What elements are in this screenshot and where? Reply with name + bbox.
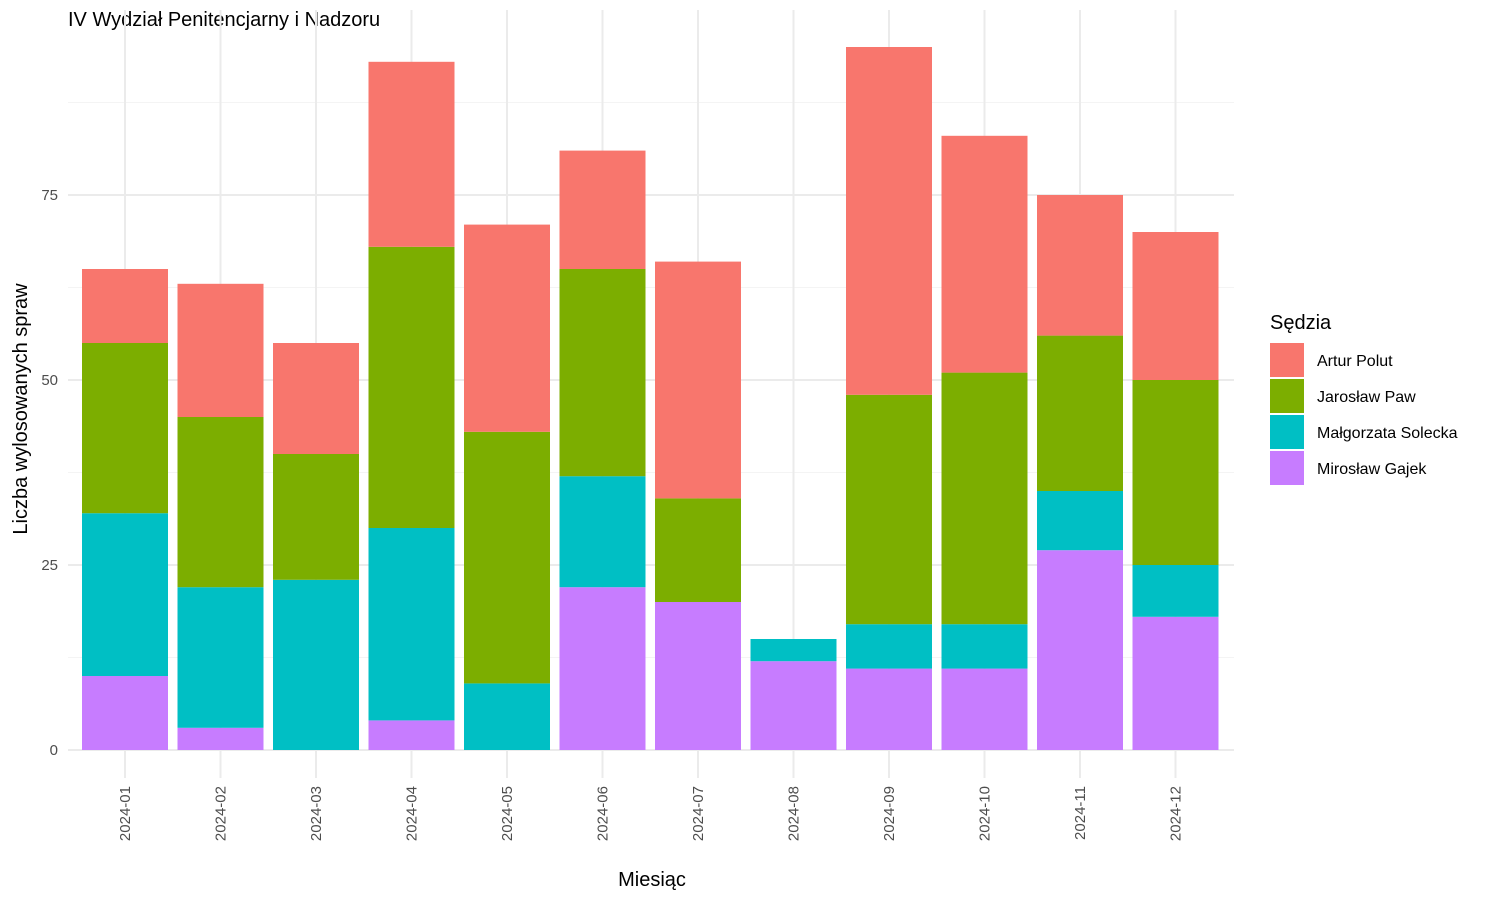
bar-segment xyxy=(82,513,168,676)
bar-segment xyxy=(1132,616,1219,750)
bar-segment xyxy=(82,676,168,750)
legend-label: Małgorzata Solecka xyxy=(1317,425,1458,442)
legend-label: Artur Polut xyxy=(1317,353,1393,370)
bar-segment xyxy=(559,269,646,477)
bar-segment xyxy=(1037,195,1123,336)
bar-segment xyxy=(464,224,550,432)
bar-segment xyxy=(82,343,168,514)
bar-segment xyxy=(655,261,741,499)
bar-segment xyxy=(273,579,359,750)
bar-segment xyxy=(941,372,1028,625)
x-tick-label: 2024-06 xyxy=(595,786,612,841)
bar-segment xyxy=(846,394,932,625)
bar-segment xyxy=(1037,550,1123,750)
bar-segment xyxy=(846,47,932,395)
bar-segment xyxy=(177,727,264,750)
legend-swatch xyxy=(1270,451,1304,485)
bar-segment xyxy=(1037,335,1123,491)
bar-segment xyxy=(368,61,455,247)
legend-swatch xyxy=(1270,415,1304,449)
bar-segment xyxy=(941,624,1028,669)
bar-segment xyxy=(1132,232,1219,380)
bar-segment xyxy=(559,587,646,750)
legend-label: Jarosław Paw xyxy=(1317,389,1416,406)
bar-segment xyxy=(464,683,550,750)
x-tick-label: 2024-08 xyxy=(786,786,803,841)
y-tick-label: 75 xyxy=(41,187,58,204)
bar-segment xyxy=(655,498,741,602)
legend-swatch xyxy=(1270,343,1304,377)
bar-segment xyxy=(941,668,1028,750)
x-tick-label: 2024-05 xyxy=(499,786,516,841)
legend-swatch xyxy=(1270,379,1304,413)
bar-segment xyxy=(1132,565,1219,617)
x-tick-label: 2024-04 xyxy=(404,786,421,841)
x-tick-label: 2024-07 xyxy=(690,786,707,841)
bar-segment xyxy=(559,476,646,588)
bar-segment xyxy=(1037,491,1123,551)
legend-title: Sędzia xyxy=(1270,312,1332,334)
x-tick-label: 2024-11 xyxy=(1072,786,1089,840)
bar-segment xyxy=(750,639,837,662)
y-axis-title: Liczba wylosowanych spraw xyxy=(10,283,32,535)
x-tick-label: 2024-09 xyxy=(881,786,898,841)
x-tick-label: 2024-01 xyxy=(117,786,134,841)
y-tick-label: 0 xyxy=(50,742,58,759)
x-tick-label: 2024-10 xyxy=(977,786,994,841)
bar-segment xyxy=(177,417,264,588)
bars xyxy=(82,47,1219,750)
bar-segment xyxy=(559,150,646,269)
y-axis-tick-labels: 0 25 50 75 xyxy=(41,187,58,759)
bar-segment xyxy=(177,283,264,417)
bar-segment xyxy=(1132,380,1219,565)
bar-segment xyxy=(273,343,359,454)
x-axis-title: Miesiąc xyxy=(618,869,686,891)
bar-segment xyxy=(368,528,455,721)
x-tick-label: 2024-02 xyxy=(213,786,230,841)
x-tick-label: 2024-03 xyxy=(308,786,325,841)
bar-segment xyxy=(273,454,359,580)
bar-segment xyxy=(82,269,168,343)
y-tick-label: 25 xyxy=(41,557,58,574)
x-axis-tick-labels: 2024-01 2024-02 2024-03 2024-04 2024-05 2024-… xyxy=(117,786,1185,841)
bar-segment xyxy=(368,720,455,750)
bar-segment xyxy=(464,431,550,684)
bar-segment xyxy=(941,135,1028,373)
bar-segment xyxy=(368,246,455,529)
bar-segment xyxy=(846,624,932,669)
bar-segment xyxy=(846,668,932,750)
legend: Sędzia Artur Polut Jarosław Paw Małgorzata… xyxy=(1270,312,1458,485)
y-tick-label: 50 xyxy=(41,372,58,389)
bar-segment xyxy=(750,661,837,750)
bar-segment xyxy=(177,587,264,728)
chart-title: IV Wydział Penitencjarny i Nadzoru xyxy=(68,9,380,31)
bar-segment xyxy=(655,602,741,750)
x-tick-label: 2024-12 xyxy=(1168,786,1185,841)
legend-label: Mirosław Gajek xyxy=(1317,461,1427,478)
